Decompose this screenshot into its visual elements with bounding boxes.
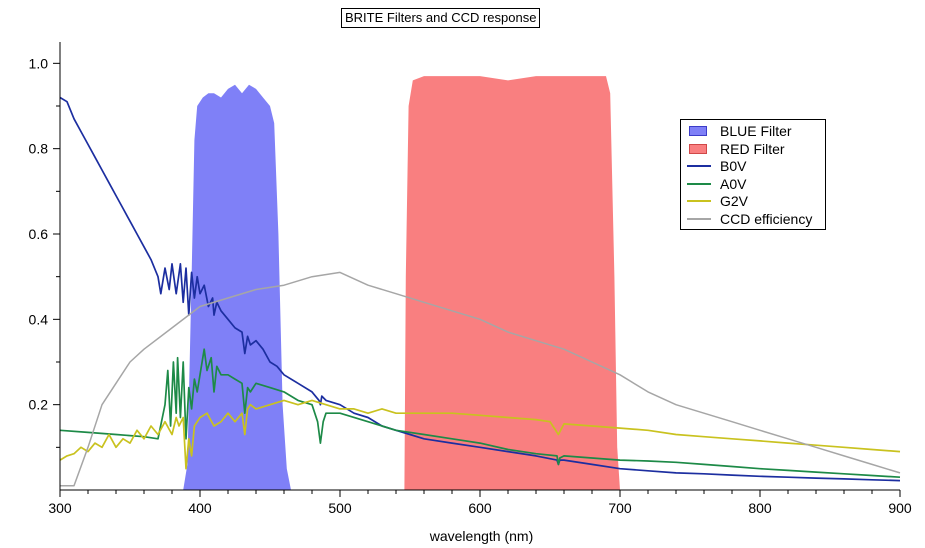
legend-item-a0v: A0V: [687, 176, 825, 192]
legend-swatch: [687, 182, 711, 185]
y-tick-label: 0.6: [29, 226, 49, 242]
a0v-line: [59, 348, 901, 479]
legend-label: B0V: [720, 158, 747, 174]
legend-label: CCD efficiency: [720, 210, 813, 227]
chart-title: BRITE Filters and CCD response: [341, 8, 541, 28]
legend-swatch: [687, 200, 711, 202]
x-axis-label: wavelength (nm): [429, 528, 534, 544]
legend-item-g2v: G2V: [687, 193, 825, 209]
x-tick-label: 500: [328, 500, 352, 516]
axes: 300 400 500 600 700 800 900 0.2 0.4 0.6 0.8 1.0: [29, 42, 912, 516]
ccd-efficiency-line: [60, 271, 901, 487]
x-tick-label: 400: [188, 500, 212, 516]
legend-swatch: [687, 165, 711, 167]
legend-item-red-filter: RED Filter: [687, 141, 825, 157]
plot-area: [59, 76, 901, 490]
b0v-line: [59, 96, 901, 482]
g2v-line: [59, 399, 901, 470]
y-tick-label: 1.0: [29, 55, 49, 71]
legend-swatch: [689, 126, 707, 136]
legend-item-blue-filter: BLUE Filter: [687, 123, 825, 139]
y-tick-label: 0.4: [29, 311, 49, 327]
legend: BLUE Filter RED Filter B0V A0V G2V CCD effici…: [680, 119, 826, 230]
legend-item-ccd-efficiency: CCD efficiency: [687, 211, 825, 227]
x-tick-label: 900: [888, 500, 912, 516]
red-filter-area: [404, 76, 620, 490]
legend-label: BLUE Filter: [720, 123, 792, 139]
legend-item-b0v: B0V: [687, 158, 825, 174]
legend-label: G2V: [720, 193, 749, 209]
x-tick-label: 700: [608, 500, 632, 516]
x-tick-label: 300: [48, 500, 72, 516]
y-tick-label: 0.8: [29, 141, 49, 157]
x-tick-label: 600: [468, 500, 492, 516]
legend-swatch: [687, 217, 711, 220]
blue-filter-area: [183, 84, 291, 490]
legend-swatch: [689, 143, 707, 154]
legend-label: A0V: [720, 175, 747, 192]
y-tick-label: 0.2: [29, 397, 49, 413]
legend-label: RED Filter: [720, 140, 785, 157]
x-tick-label: 800: [748, 500, 772, 516]
